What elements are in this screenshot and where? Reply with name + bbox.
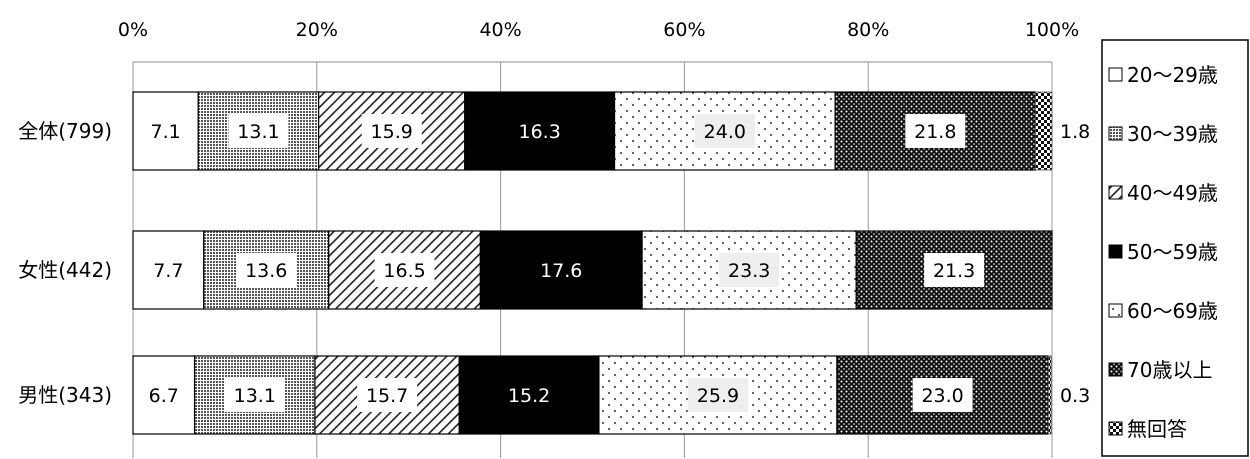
data-label: 15.7 bbox=[366, 385, 408, 407]
legend-label: 20～29歳 bbox=[1127, 63, 1218, 87]
data-label: 16.3 bbox=[519, 121, 561, 143]
data-label-background bbox=[228, 114, 289, 148]
legend-label: 40～49歳 bbox=[1127, 181, 1218, 205]
category-label: 男性(343) bbox=[18, 383, 112, 407]
data-label: 13.1 bbox=[237, 121, 279, 143]
legend-label: 30～39歳 bbox=[1127, 122, 1218, 146]
legend-swatch bbox=[1108, 185, 1123, 200]
legend-swatch bbox=[1108, 67, 1123, 82]
data-label-background bbox=[719, 253, 780, 287]
bar-segment bbox=[479, 230, 643, 310]
bar-segment bbox=[458, 355, 600, 435]
data-label: 24.0 bbox=[704, 121, 746, 143]
category-label: 女性(442) bbox=[18, 258, 112, 282]
data-label: 13.6 bbox=[245, 260, 287, 282]
data-label: 21.8 bbox=[914, 121, 956, 143]
bar-segment bbox=[1047, 355, 1052, 435]
data-label: 17.6 bbox=[540, 260, 582, 282]
x-tick-label: 20% bbox=[296, 19, 338, 41]
data-label-background bbox=[236, 253, 297, 287]
legend-label: 50～59歳 bbox=[1127, 240, 1218, 264]
legend-box bbox=[1101, 39, 1249, 457]
legend-label: 無回答 bbox=[1127, 417, 1187, 441]
legend-label: 60～69歳 bbox=[1127, 299, 1218, 323]
bar-segment bbox=[598, 355, 838, 435]
x-tick-label: 40% bbox=[479, 19, 521, 41]
data-label-background bbox=[361, 114, 422, 148]
bar-segment bbox=[132, 230, 205, 310]
data-label-background bbox=[924, 253, 985, 287]
bar-segment bbox=[464, 91, 616, 171]
data-label: 7.1 bbox=[151, 121, 181, 143]
data-label: 23.3 bbox=[728, 260, 770, 282]
data-label: 6.7 bbox=[149, 385, 179, 407]
legend-swatch bbox=[1108, 421, 1123, 436]
x-tick-label: 60% bbox=[663, 19, 705, 41]
data-label: 15.2 bbox=[508, 385, 550, 407]
x-tick-label: 0% bbox=[118, 19, 148, 41]
legend-swatch bbox=[1108, 126, 1123, 141]
data-label: 21.3 bbox=[933, 260, 975, 282]
data-label-background bbox=[357, 378, 418, 412]
data-label: 13.1 bbox=[234, 385, 276, 407]
data-label-background bbox=[374, 253, 435, 287]
bar-segment bbox=[132, 355, 196, 435]
bar-segment bbox=[1035, 91, 1053, 171]
bar-segment bbox=[613, 91, 836, 171]
data-label-background bbox=[687, 378, 748, 412]
data-label: 7.7 bbox=[153, 260, 183, 282]
data-label: 25.9 bbox=[697, 385, 739, 407]
x-tick-label: 100% bbox=[1025, 19, 1079, 41]
category-label: 全体(799) bbox=[18, 119, 112, 143]
legend-swatch bbox=[1108, 244, 1123, 259]
data-label-background bbox=[912, 378, 973, 412]
data-label-background bbox=[905, 114, 966, 148]
data-label: 15.9 bbox=[371, 121, 413, 143]
bar-segment bbox=[132, 91, 199, 171]
plot-area: 0% 20% 40% 60% 80% 100% 全体(799) 7.1 13.1 15.9 16.3… bbox=[18, 19, 1090, 458]
x-tick-label: 80% bbox=[847, 19, 889, 41]
data-label: 23.0 bbox=[921, 385, 963, 407]
legend-label: 70歳以上 bbox=[1127, 358, 1212, 382]
legend-swatch bbox=[1108, 362, 1123, 377]
data-label-background bbox=[694, 114, 755, 148]
data-label: 0.3 bbox=[1060, 385, 1090, 407]
data-label-background bbox=[224, 378, 285, 412]
legend-swatch bbox=[1108, 303, 1123, 318]
data-label: 1.8 bbox=[1060, 121, 1090, 143]
data-label: 16.5 bbox=[383, 260, 425, 282]
